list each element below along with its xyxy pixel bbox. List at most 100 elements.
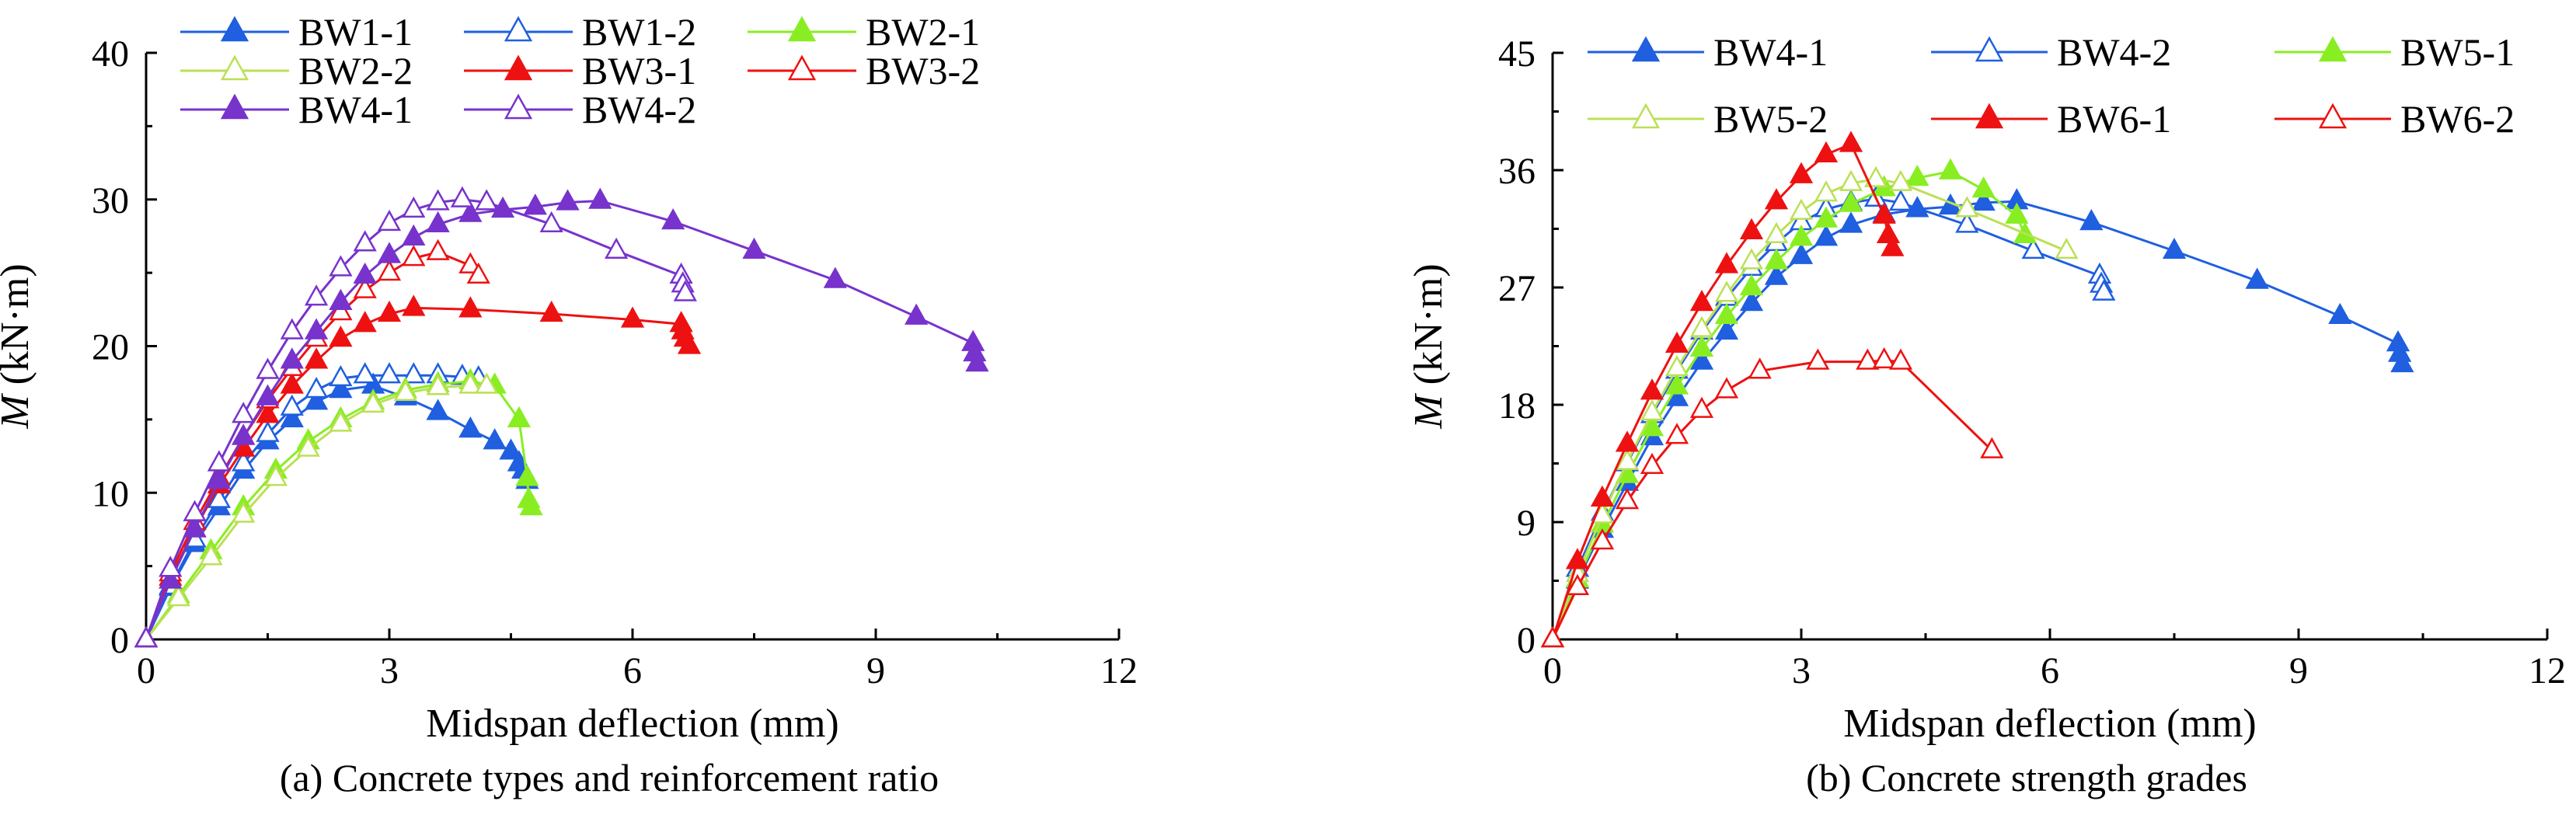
data-point: [256, 420, 280, 442]
legend-label: BW3-1: [582, 49, 696, 92]
legend-marker: [220, 16, 249, 42]
x-tick-label: 9: [866, 650, 885, 691]
legend-label: BW1-1: [298, 10, 413, 54]
data-point: [256, 402, 280, 423]
legend-entry: BW1-1: [180, 10, 413, 54]
data-point: [1888, 348, 1913, 370]
data-point: [1764, 188, 1789, 210]
y-tick-label: 45: [1498, 33, 1535, 75]
data-point: [1888, 169, 1913, 191]
data-point: [426, 211, 450, 232]
data-point: [1764, 221, 1789, 244]
legend-entry: BW5-2: [1588, 97, 1828, 141]
data-point: [232, 423, 256, 445]
data-point: [1839, 211, 1863, 233]
series-BW4-2: [1540, 185, 2116, 648]
data-point: [1739, 218, 1764, 239]
legend-entry: BW5-1: [2274, 30, 2515, 74]
panel-caption: (a) Concrete types and reinforcement rat…: [280, 756, 939, 799]
data-point: [1814, 141, 1839, 163]
data-point: [539, 211, 563, 232]
data-point: [280, 318, 304, 340]
data-point: [1565, 573, 1590, 596]
data-point: [304, 318, 329, 340]
legend-label: BW5-1: [2400, 30, 2515, 74]
legend-marker: [2318, 36, 2348, 62]
data-point: [402, 362, 426, 384]
data-point: [304, 284, 329, 306]
legend-marker: [504, 93, 533, 120]
y-tick-label: 36: [1498, 151, 1535, 192]
data-point: [377, 209, 402, 232]
data-point: [256, 384, 280, 406]
legend-entry: BW2-2: [180, 49, 413, 92]
data-point: [450, 186, 475, 207]
data-point: [965, 350, 989, 372]
data-point: [402, 245, 426, 266]
legend-entry: BW4-2: [1931, 30, 2171, 74]
data-point: [377, 300, 402, 322]
data-point: [458, 416, 483, 438]
legend-label: BW5-2: [1713, 97, 1828, 141]
data-point: [2055, 237, 2079, 259]
data-point: [1863, 165, 1888, 187]
series-line: [1551, 170, 2027, 640]
data-point: [1789, 225, 1814, 246]
y-tick-label: 0: [110, 620, 129, 661]
series-BW2-2: [134, 372, 499, 648]
data-point: [377, 259, 402, 281]
legend-label: BW4-2: [2057, 30, 2171, 74]
data-point: [329, 299, 353, 321]
x-tick-label: 0: [137, 650, 155, 691]
data-point: [183, 500, 207, 521]
data-point: [523, 193, 547, 215]
y-axis-symbol: M: [1407, 393, 1451, 430]
data-point: [329, 364, 353, 387]
series-BW4-1: [1540, 188, 2414, 648]
data-point: [1905, 164, 1929, 186]
legend-marker: [787, 54, 817, 81]
data-point: [1764, 248, 1789, 270]
legend-marker: [1631, 103, 1661, 129]
x-tick-label: 3: [1792, 650, 1811, 691]
data-point: [519, 494, 543, 516]
data-point: [823, 266, 847, 288]
data-point: [377, 362, 402, 384]
data-point: [1689, 315, 1714, 337]
y-axis-label: M (kN·m): [0, 263, 37, 429]
data-point: [1814, 206, 1839, 228]
data-point: [2079, 209, 2104, 231]
data-point: [1888, 189, 1913, 211]
data-point: [329, 288, 353, 311]
data-point: [1789, 242, 1814, 264]
legend-entry: BW4-1: [1588, 30, 1828, 74]
data-point: [166, 585, 190, 607]
panel-a: 0 3 6 9 12 0 10 20 30 40 Midspan deflection (mm) M …: [0, 10, 1138, 799]
y-tick-label: 30: [92, 180, 129, 221]
panel-caption: (b) Concrete strength grades: [1806, 756, 2247, 799]
data-point: [466, 262, 490, 284]
data-point: [1615, 430, 1640, 452]
data-point: [1714, 377, 1739, 399]
data-point: [1971, 176, 1996, 198]
data-point: [475, 189, 499, 211]
data-point: [402, 196, 426, 218]
data-point: [263, 465, 288, 486]
data-point: [329, 325, 353, 347]
data-point: [2005, 202, 2029, 224]
data-point: [1689, 290, 1714, 312]
x-tick-label: 12: [2529, 650, 2566, 691]
legend-marker: [1975, 36, 2004, 62]
series-BW3-1: [134, 294, 702, 648]
data-point: [1872, 347, 1896, 369]
data-point: [1764, 263, 1789, 285]
data-point: [426, 239, 450, 260]
data-point: [1971, 189, 1996, 211]
data-point: [1640, 399, 1664, 421]
y-tick-label: 20: [92, 327, 129, 368]
data-point: [353, 230, 377, 252]
data-point: [1748, 357, 1772, 379]
series-BW6-1: [1540, 131, 1905, 648]
data-point: [483, 428, 507, 450]
